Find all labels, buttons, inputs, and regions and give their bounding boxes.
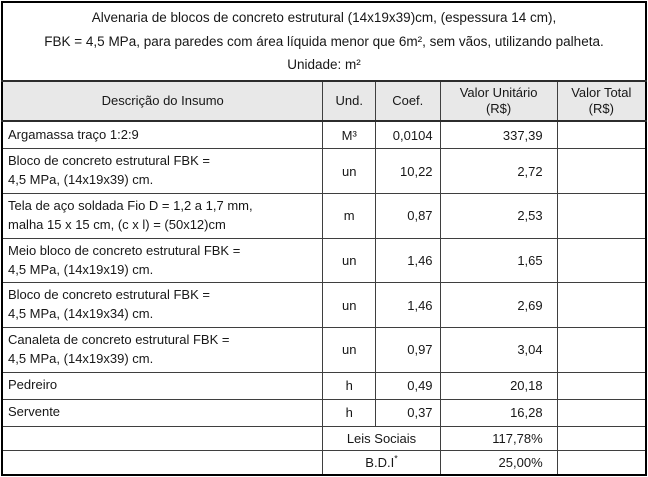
table-row: Servente h 0,37 16,28 — [1, 398, 647, 427]
valor-unitario-cell: 1,65 — [439, 237, 558, 284]
col-header-und: Und. — [322, 80, 376, 123]
table-row: Argamassa traço 1:2:9 M³ 0,0104 337,39 — [1, 120, 647, 150]
und-cell: un — [322, 148, 376, 195]
coef-cell: 0,0104 — [374, 120, 441, 150]
valor-unitario-cell: 3,04 — [439, 327, 558, 373]
valor-total-cell — [556, 148, 647, 195]
footnote-marker: * — [394, 453, 398, 464]
footer-label-text: Leis Sociais — [346, 430, 417, 446]
desc-cell: Bloco de concreto estrutural FBK = 4,5 M… — [1, 282, 324, 329]
coef-cell: 0,97 — [374, 327, 441, 373]
und-cell: m — [322, 193, 376, 239]
footer-value-cell: 117,78% — [439, 425, 558, 451]
footer-value-cell: 25,00% — [439, 449, 558, 476]
coef-cell: 1,46 — [374, 282, 441, 329]
desc-cell: Argamassa traço 1:2:9 — [1, 120, 324, 150]
und-cell: un — [322, 327, 376, 373]
column-header-row: Descrição do Insumo Und. Coef. Valor Uni… — [1, 80, 647, 123]
table-row: Pedreiro h 0,49 20,18 — [1, 371, 647, 400]
coef-cell: 0,87 — [374, 193, 441, 239]
valor-total-cell — [556, 425, 647, 451]
table-row: Bloco de concreto estrutural FBK = 4,5 M… — [1, 148, 647, 195]
valor-total-cell — [556, 237, 647, 284]
und-cell: h — [322, 398, 376, 427]
valor-unitario-cell: 2,69 — [439, 282, 558, 329]
table-row: Canaleta de concreto estrutural FBK = 4,… — [1, 327, 647, 373]
col-header-coef: Coef. — [374, 80, 441, 123]
desc-cell: Canaleta de concreto estrutural FBK = 4,… — [1, 327, 324, 373]
empty-desc-cell — [1, 449, 324, 476]
coef-cell: 1,46 — [374, 237, 441, 284]
und-cell: M³ — [322, 120, 376, 150]
footer-label: Leis Sociais — [322, 425, 441, 451]
valor-unitario-cell: 337,39 — [439, 120, 558, 150]
valor-total-cell — [556, 371, 647, 400]
valor-total-cell — [556, 449, 647, 476]
desc-cell: Meio bloco de concreto estrutural FBK = … — [1, 237, 324, 284]
col-header-valor-unitario: Valor Unitário (R$) — [439, 80, 558, 123]
coef-cell: 0,37 — [374, 398, 441, 427]
und-cell: un — [322, 282, 376, 329]
footer-row-bdi: B.D.I* 25,00% — [1, 449, 647, 476]
und-cell: h — [322, 371, 376, 400]
table-title: Alvenaria de blocos de concreto estrutur… — [1, 1, 647, 82]
footer-label-text: B.D.I — [365, 454, 395, 470]
valor-total-cell — [556, 120, 647, 150]
title-row: Alvenaria de blocos de concreto estrutur… — [1, 1, 647, 82]
valor-total-cell — [556, 327, 647, 373]
col-header-descricao: Descrição do Insumo — [1, 80, 324, 123]
coef-cell: 10,22 — [374, 148, 441, 195]
valor-unitario-cell: 16,28 — [439, 398, 558, 427]
desc-cell: Servente — [1, 398, 324, 427]
table-row: Tela de aço soldada Fio D = 1,2 a 1,7 mm… — [1, 193, 647, 239]
footer-label: B.D.I* — [322, 449, 441, 476]
valor-total-cell — [556, 282, 647, 329]
table-row: Bloco de concreto estrutural FBK = 4,5 M… — [1, 282, 647, 329]
col-header-valor-total: Valor Total (R$) — [556, 80, 647, 123]
valor-unitario-cell: 20,18 — [439, 371, 558, 400]
valor-unitario-cell: 2,53 — [439, 193, 558, 239]
table-row: Meio bloco de concreto estrutural FBK = … — [1, 237, 647, 284]
und-cell: un — [322, 237, 376, 284]
desc-cell: Bloco de concreto estrutural FBK = 4,5 M… — [1, 148, 324, 195]
valor-total-cell — [556, 193, 647, 239]
coef-cell: 0,49 — [374, 371, 441, 400]
empty-desc-cell — [1, 425, 324, 451]
valor-unitario-cell: 2,72 — [439, 148, 558, 195]
footer-row-leis-sociais: Leis Sociais 117,78% — [1, 425, 647, 451]
valor-total-cell — [556, 398, 647, 427]
desc-cell: Tela de aço soldada Fio D = 1,2 a 1,7 mm… — [1, 193, 324, 239]
desc-cell: Pedreiro — [1, 371, 324, 400]
